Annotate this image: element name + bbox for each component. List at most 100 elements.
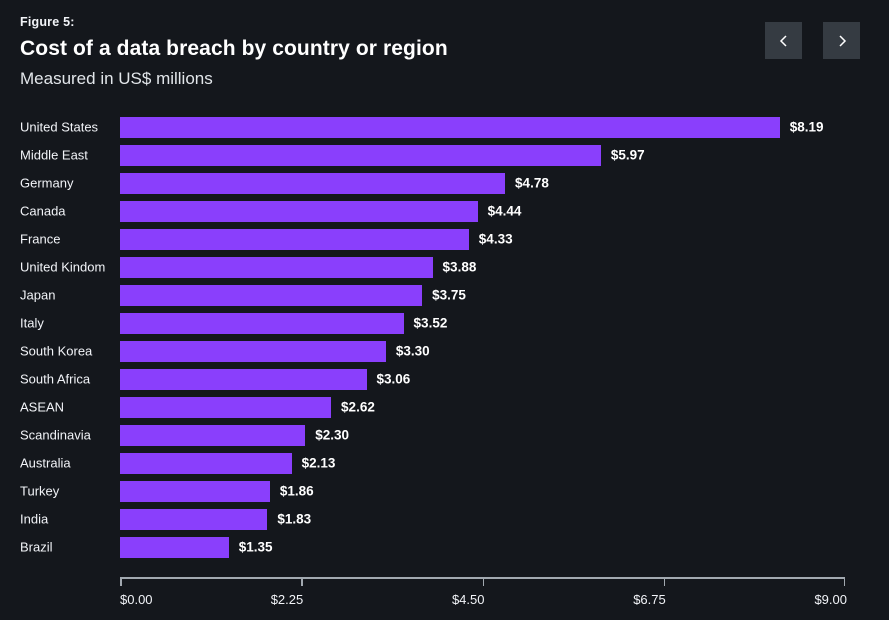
value-label: $4.33 [478, 231, 513, 247]
axis-tick-label: $0.00 [120, 592, 153, 607]
bar [120, 480, 270, 502]
bar [120, 312, 404, 334]
bar-track: $1.35 [120, 536, 845, 558]
category-label: United States [20, 119, 99, 135]
value-label: $3.06 [376, 371, 411, 387]
bar [120, 340, 386, 362]
chart-row: ASEAN $2.62 [0, 393, 889, 421]
category-label: Canada [20, 203, 66, 219]
bar [120, 116, 780, 138]
bar-track: $2.30 [120, 424, 845, 446]
axis-tick [301, 577, 303, 586]
bar-track: $3.88 [120, 256, 845, 278]
value-label: $5.97 [610, 147, 645, 163]
axis-tick-label: $9.00 [814, 592, 847, 607]
category-label: Germany [20, 175, 74, 191]
bar-track: $4.78 [120, 172, 845, 194]
category-label: Japan [20, 287, 56, 303]
category-label: South Africa [20, 371, 91, 387]
category-label: Brazil [20, 539, 53, 555]
page-title: Cost of a data breach by country or regi… [20, 37, 448, 60]
chevron-left-icon [776, 33, 792, 49]
figure-header: Figure 5: Cost of a data breach by count… [0, 0, 889, 89]
category-label: Middle East [20, 147, 88, 163]
bar [120, 200, 478, 222]
bar-track: $5.97 [120, 144, 845, 166]
category-label: South Korea [20, 343, 93, 359]
bar [120, 284, 423, 306]
bar [120, 172, 506, 194]
value-label: $3.52 [413, 315, 448, 331]
category-label: ASEAN [20, 399, 65, 415]
chart-row: Brazil $1.35 [0, 533, 889, 561]
figure-label: Figure 5: [20, 15, 75, 29]
chart-subtitle: Measured in US$ millions [20, 69, 213, 88]
value-label: $2.62 [341, 399, 375, 415]
category-label: India [20, 511, 49, 527]
category-label: Italy [20, 315, 44, 331]
chart-row: Turkey $1.86 [0, 477, 889, 505]
bar [120, 368, 367, 390]
chart-row: Scandinavia $2.30 [0, 421, 889, 449]
bar [120, 144, 601, 166]
axis-tick [482, 577, 484, 586]
chart-row: United Kindom $3.88 [0, 253, 889, 281]
bar [120, 228, 469, 250]
chart-row: United States $8.19 [0, 113, 889, 141]
chart-row: France $4.33 [0, 225, 889, 253]
value-label: $3.75 [432, 287, 466, 303]
bar [120, 396, 332, 418]
value-label: $8.19 [789, 119, 824, 135]
bar-track: $2.13 [120, 452, 845, 474]
prev-button[interactable] [765, 22, 802, 59]
value-label: $4.78 [515, 175, 549, 191]
value-label: $3.30 [395, 343, 430, 359]
chart-row: Canada $4.44 [0, 197, 889, 225]
axis-tick-label: $4.50 [451, 592, 485, 607]
chart-row: Germany $4.78 [0, 169, 889, 197]
bar [120, 508, 268, 530]
bar [120, 452, 292, 474]
value-label: $2.13 [301, 455, 336, 471]
axis-tick-label: $2.25 [270, 592, 304, 607]
value-label: $2.30 [315, 427, 350, 443]
bar-track: $3.52 [120, 312, 845, 334]
chart-row: Australia $2.13 [0, 449, 889, 477]
chart-row: Italy $3.52 [0, 309, 889, 337]
chart-row: Middle East $5.97 [0, 141, 889, 169]
chart-row: South Korea $3.30 [0, 337, 889, 365]
category-label: Scandinavia [20, 427, 91, 443]
chart-row: South Africa $3.06 [0, 365, 889, 393]
next-button[interactable] [823, 22, 860, 59]
bar-track: $4.44 [120, 200, 845, 222]
chevron-right-icon [834, 33, 850, 49]
category-label: Turkey [20, 483, 60, 499]
axis-tick-label: $6.75 [633, 592, 666, 607]
axis-tick [843, 577, 845, 586]
chart-rows: United States $8.19 Middle East $5.97 German… [0, 113, 889, 561]
value-label: $1.86 [279, 483, 314, 499]
value-label: $4.44 [487, 203, 522, 219]
bar-track: $4.33 [120, 228, 845, 250]
bar-track: $2.62 [120, 396, 845, 418]
carousel-nav [765, 22, 860, 59]
bar-track: $1.86 [120, 480, 845, 502]
bar [120, 256, 433, 278]
chart-row: India $1.83 [0, 505, 889, 533]
category-label: France [20, 231, 61, 247]
category-label: United Kindom [20, 259, 106, 275]
bar [120, 536, 229, 558]
bar-chart: United States $8.19 Middle East $5.97 German… [0, 113, 889, 619]
bar-track: $3.06 [120, 368, 845, 390]
value-label: $1.83 [277, 511, 312, 527]
value-label: $1.35 [238, 539, 273, 555]
bar-track: $3.30 [120, 340, 845, 362]
axis-tick [663, 577, 666, 586]
category-label: Australia [20, 455, 71, 471]
bar-track: $3.75 [120, 284, 845, 306]
x-axis: $0.00 $2.25 $4.50 $6.75 $9.00 [120, 577, 847, 619]
axis-tick [120, 577, 122, 586]
bar [120, 424, 306, 446]
bar-track: $8.19 [120, 116, 845, 138]
